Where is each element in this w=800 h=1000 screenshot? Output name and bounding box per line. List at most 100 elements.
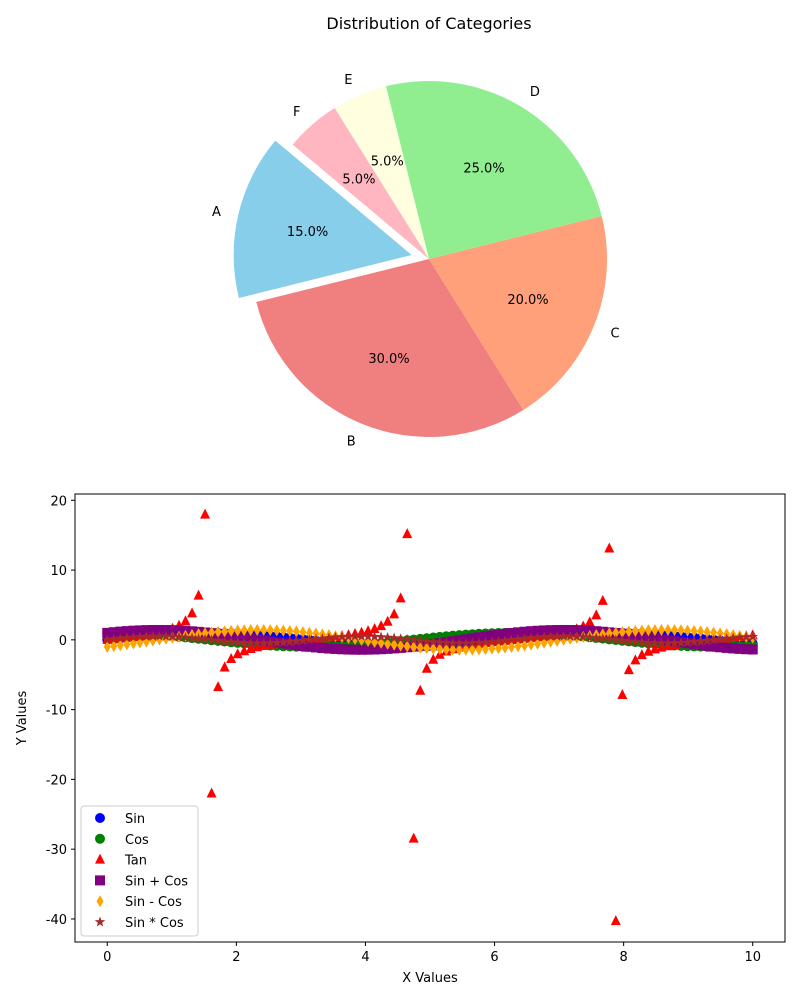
data-point [201, 627, 209, 640]
data-point [741, 644, 752, 655]
data-point [612, 626, 620, 639]
legend-marker [95, 813, 105, 823]
data-point [369, 631, 380, 642]
data-point [664, 623, 672, 636]
data-point [442, 643, 450, 656]
data-point [421, 635, 432, 646]
pie-slice-f [292, 108, 429, 259]
pie-pct-a: 15.0% [287, 225, 328, 240]
data-point [286, 625, 294, 638]
data-point [364, 634, 372, 647]
y-tick-label: 20 [50, 494, 67, 509]
data-point [376, 620, 387, 631]
pie-label-f: F [293, 105, 300, 120]
data-point [605, 627, 613, 640]
legend-marker [95, 853, 105, 864]
data-point [377, 636, 385, 649]
data-point [618, 626, 626, 639]
pie-slice-d [385, 81, 602, 260]
data-point [221, 625, 229, 638]
data-point [643, 632, 654, 643]
data-point [604, 633, 615, 644]
data-point [525, 632, 537, 643]
legend-box [80, 805, 199, 937]
data-point [350, 644, 361, 655]
data-point [643, 637, 654, 648]
pie-label-e: E [344, 73, 352, 88]
data-point [408, 832, 419, 843]
series-sin-cos [102, 630, 758, 648]
plot-area [102, 508, 758, 926]
data-point [558, 624, 569, 635]
data-point [506, 628, 517, 639]
data-point [167, 625, 178, 636]
y-tick-label: -10 [46, 704, 67, 719]
data-point [173, 625, 184, 636]
data-point [206, 787, 217, 798]
y-axis-label: Y Values [15, 691, 30, 747]
data-point [128, 631, 139, 642]
data-point [414, 635, 426, 646]
data-point [102, 627, 113, 638]
data-point [265, 637, 276, 648]
data-point [299, 626, 307, 639]
data-point [260, 623, 268, 636]
data-point [213, 681, 224, 692]
data-point [362, 630, 374, 641]
data-point [558, 630, 569, 641]
data-point [180, 632, 191, 642]
legend-marker [94, 916, 106, 927]
data-point [447, 637, 459, 648]
data-point [675, 637, 687, 648]
data-point [304, 641, 315, 652]
data-point [526, 626, 537, 637]
data-point [657, 623, 665, 636]
scatter-chart: 0 2 4 6 8 10 -40 -30 -20 -10 0 10 20 X Values Y Values… [15, 493, 786, 986]
data-point [134, 631, 146, 642]
data-point [682, 637, 693, 647]
data-point [108, 633, 120, 644]
data-point [252, 637, 263, 648]
data-point [214, 625, 222, 638]
data-point [369, 622, 380, 633]
data-point [684, 624, 692, 637]
data-point [317, 633, 328, 643]
data-point [538, 631, 550, 642]
data-point [397, 639, 405, 652]
data-point [232, 648, 243, 659]
data-point [519, 633, 530, 644]
data-point [617, 689, 628, 700]
series-tan [102, 508, 758, 926]
data-point [473, 632, 484, 643]
y-tick-label: 0 [59, 634, 67, 649]
data-point [513, 627, 524, 638]
data-point [278, 636, 289, 647]
x-tick-label: 10 [744, 950, 761, 965]
data-point [441, 637, 452, 648]
data-point [591, 609, 602, 620]
data-point [225, 636, 237, 647]
data-point [702, 640, 713, 651]
data-point [212, 635, 224, 646]
data-point [330, 631, 341, 642]
data-point [253, 623, 261, 636]
data-point [186, 632, 198, 643]
data-point [103, 640, 111, 653]
data-point [710, 626, 718, 639]
legend-label: Sin - Cos [125, 895, 182, 910]
data-point [467, 637, 478, 648]
data-point [480, 636, 491, 647]
data-point [356, 630, 367, 641]
data-point [670, 624, 678, 637]
data-point [539, 625, 550, 636]
data-point [410, 641, 418, 654]
data-point [408, 634, 419, 645]
data-point [141, 625, 152, 636]
data-point [121, 626, 132, 637]
x-axis-label: X Values [402, 971, 458, 986]
data-point [232, 631, 243, 642]
data-point [273, 624, 281, 637]
data-point [173, 631, 185, 642]
data-point [734, 631, 745, 642]
